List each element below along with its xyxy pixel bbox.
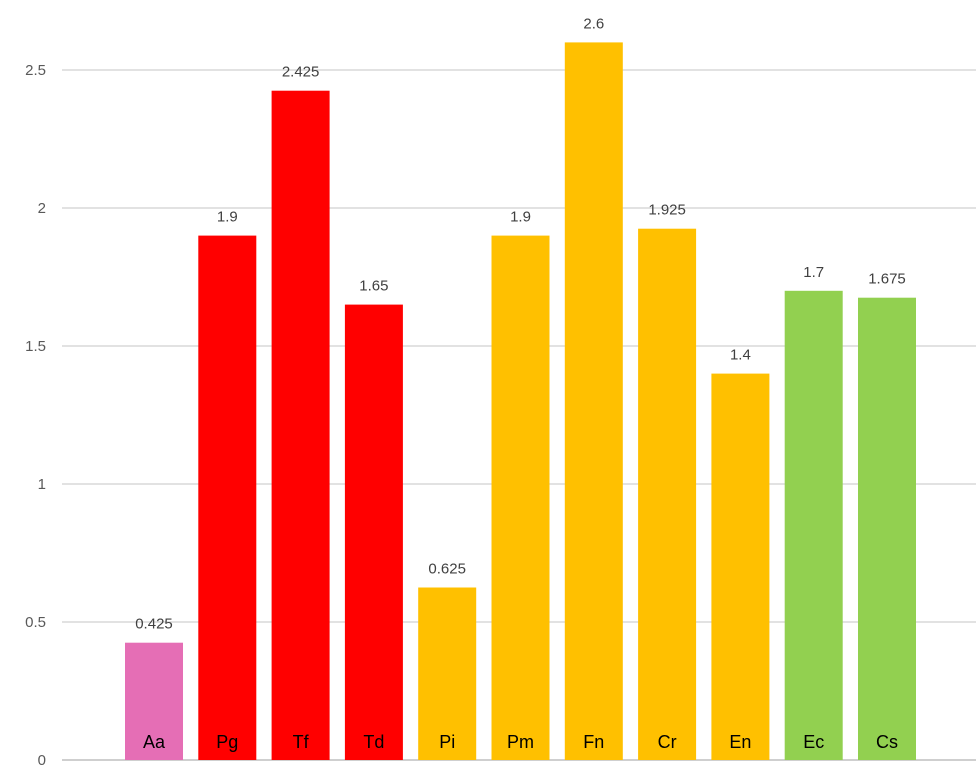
data-label: 1.7: [803, 264, 824, 281]
bar-ec: [784, 290, 843, 760]
bar-pg: [198, 235, 257, 761]
y-axis-tick-labels: 0 0.5 1 1.5 2 2.5: [25, 62, 46, 769]
category-labels: Aa Pg Tf Td Pi Pm Fn Cr En Ec Cs: [143, 732, 898, 752]
y-tick-label: 2: [38, 200, 46, 217]
data-label: 1.4: [730, 347, 751, 364]
data-label: 0.425: [135, 616, 173, 633]
bar-td: [344, 304, 403, 760]
y-tick-label: 1: [38, 476, 46, 493]
category-label: En: [729, 732, 751, 752]
bar-fn: [564, 42, 623, 760]
y-tick-label: 0.5: [25, 614, 46, 631]
category-label: Tf: [293, 732, 310, 752]
data-label: 2.425: [282, 64, 320, 81]
y-tick-label: 2.5: [25, 62, 46, 79]
category-label: Pg: [216, 732, 238, 752]
category-label: Td: [363, 732, 384, 752]
data-label: 1.675: [868, 271, 906, 288]
category-label: Cs: [876, 732, 898, 752]
bars: [125, 42, 916, 761]
bar-cs: [858, 297, 916, 760]
data-label: 1.65: [359, 278, 388, 295]
y-tick-label: 1.5: [25, 338, 46, 355]
category-label: Pi: [439, 732, 455, 752]
bar-pm: [491, 235, 550, 761]
data-label: 0.625: [428, 561, 466, 578]
category-label: Ec: [803, 732, 824, 752]
data-labels: 0.425 1.9 2.425 1.65 0.625 1.9 2.6 1.925 1.4 1.7 1…: [135, 15, 906, 632]
data-label: 1.925: [648, 202, 686, 219]
bar-cr: [638, 228, 697, 760]
data-label: 1.9: [217, 209, 238, 226]
bar-en: [711, 373, 770, 760]
category-label: Aa: [143, 732, 166, 752]
y-tick-label: 0: [38, 752, 46, 769]
category-label: Fn: [583, 732, 604, 752]
bar-pi: [418, 587, 477, 760]
category-label: Cr: [658, 732, 677, 752]
category-label: Pm: [507, 732, 534, 752]
bar-tf: [271, 90, 330, 760]
data-label: 2.6: [583, 15, 604, 32]
data-label: 1.9: [510, 209, 531, 226]
bar-aa: [125, 642, 183, 760]
